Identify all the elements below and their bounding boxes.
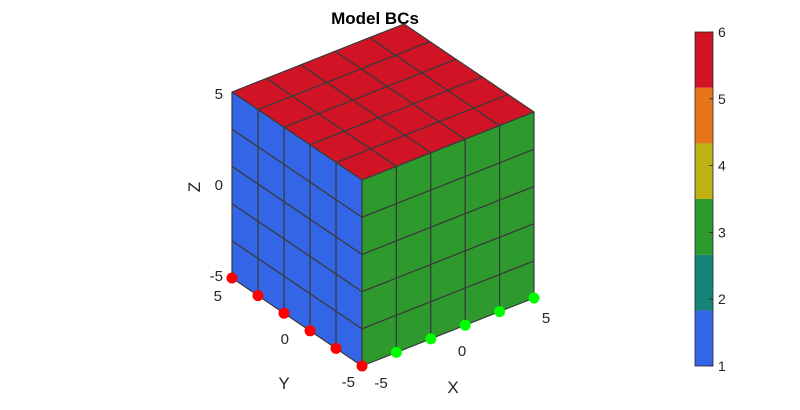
x-axis-label: X [447,378,458,397]
left-face [231,91,363,367]
bc-node-red [304,325,316,337]
cube-plot [226,23,540,372]
z-axis-label: Z [185,182,204,192]
y-axis-label: Y [278,374,289,393]
colorbar-segment [695,310,713,366]
right-face [361,111,535,367]
bc-node-green [494,306,506,318]
x-tick-mid: 0 [458,343,466,360]
bc-node-red [278,307,290,319]
colorbar-segment [695,254,713,311]
bc-node-red [330,342,342,354]
bc-nodes [226,272,540,372]
colorbar-tick-label: 3 [718,224,726,240]
y-tick-min: -5 [342,374,355,391]
bc-node-green [459,319,471,331]
chart-title: Model BCs [331,9,419,28]
axes-labels: 5 0 -5 Z 5 0 -5 Y -5 0 5 X [185,86,550,397]
x-tick-max: 5 [542,310,550,327]
colorbar-segment [695,143,713,199]
bc-node-green [390,346,402,358]
colorbar: 1 2 3 4 5 6 [694,24,726,374]
colorbar-tick-label: 2 [718,291,726,307]
colorbar-segment [695,87,713,144]
z-tick-min: -5 [210,268,223,285]
colorbar-segment [695,32,713,88]
bc-node-green [425,333,437,345]
colorbar-tick-label: 6 [718,24,726,40]
x-tick-min: -5 [374,375,387,392]
colorbar-tick-label: 1 [718,358,726,374]
left-face-cell [231,91,259,148]
y-tick-max: 5 [214,288,222,305]
bc-node-green [528,292,540,304]
z-tick-max: 5 [215,86,223,103]
y-tick-mid: 0 [281,331,289,348]
bc-node-red [226,272,238,284]
right-face-cell [499,111,535,164]
colorbar-tick-label: 4 [718,158,726,174]
z-tick-mid: 0 [215,177,223,194]
bc-node-red [356,360,368,372]
colorbar-segment [695,199,713,255]
colorbar-tick-label: 5 [718,91,726,107]
top-face-cell [369,23,431,56]
colorbar-frame [694,31,714,367]
bc-node-red [252,290,264,302]
